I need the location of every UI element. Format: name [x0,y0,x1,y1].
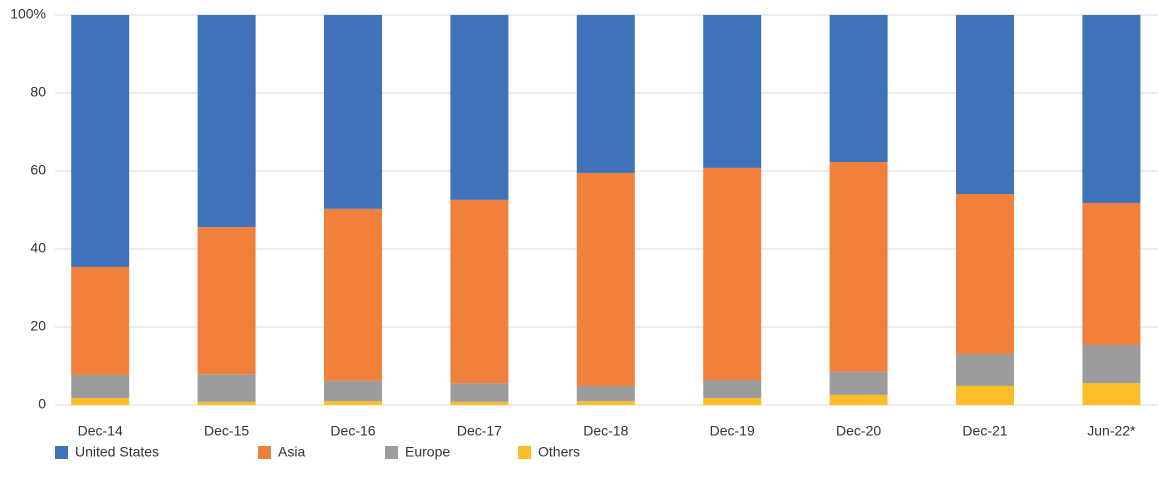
legend-label: Others [538,444,580,460]
bar-segment [703,397,762,405]
x-tick-label: Jun-22* [1087,423,1136,439]
bar-segment [450,15,509,200]
bar-segment [576,15,635,173]
bar-segment [324,401,382,405]
bar-segment [829,15,888,163]
legend-swatch [258,446,271,459]
x-tick-label: Dec-17 [457,423,502,439]
bar-segment [1082,15,1141,203]
legend-swatch [385,446,398,459]
y-tick-label: 0 [38,396,46,412]
bar-segment [1082,344,1141,384]
bar-segment [450,199,509,384]
y-tick-label: 60 [30,162,46,178]
y-tick-label: 100% [10,6,46,22]
bar-segment [1082,202,1141,345]
x-tick-label: Dec-16 [330,423,375,439]
bar-segment [450,401,509,405]
bar-segment [829,162,888,372]
bar-segment [71,266,130,375]
bar-segment [703,380,762,398]
bar-segment [324,208,382,381]
x-tick-label: Dec-14 [78,423,123,439]
bar-segment [829,371,888,395]
bar-segment [576,385,635,402]
x-tick-label: Dec-20 [836,423,881,439]
bar-segment [829,394,888,405]
y-tick-label: 80 [30,84,46,100]
x-tick-label: Dec-19 [710,423,755,439]
bar-segment [956,194,1014,354]
bar-segment [703,15,762,168]
legend-label: United States [75,444,159,460]
bar-segment [197,401,256,405]
legend-label: Europe [405,444,450,460]
bar-segment [197,374,256,402]
y-tick-label: 40 [30,240,46,256]
bar-segment [956,385,1014,405]
bar-segment [197,227,256,375]
bar-segment [197,15,256,228]
bar-segment [324,15,382,209]
x-tick-label: Dec-15 [204,423,249,439]
bar-segment [576,401,635,405]
bar-segment [703,167,762,381]
bar-segment [71,397,130,405]
legend-label: Asia [278,444,305,460]
bar-segment [71,374,130,398]
x-tick-label: Dec-21 [962,423,1007,439]
bar-segment [71,15,130,267]
bar-segment [956,15,1014,195]
legend-swatch [55,446,68,459]
bar-segment [576,172,635,386]
bar-segment [956,353,1014,386]
bar-segment [450,383,509,402]
legend-swatch [518,446,531,459]
y-tick-label: 20 [30,318,46,334]
bar-segment [324,380,382,402]
bar-segment [1082,383,1141,405]
x-tick-label: Dec-18 [583,423,628,439]
